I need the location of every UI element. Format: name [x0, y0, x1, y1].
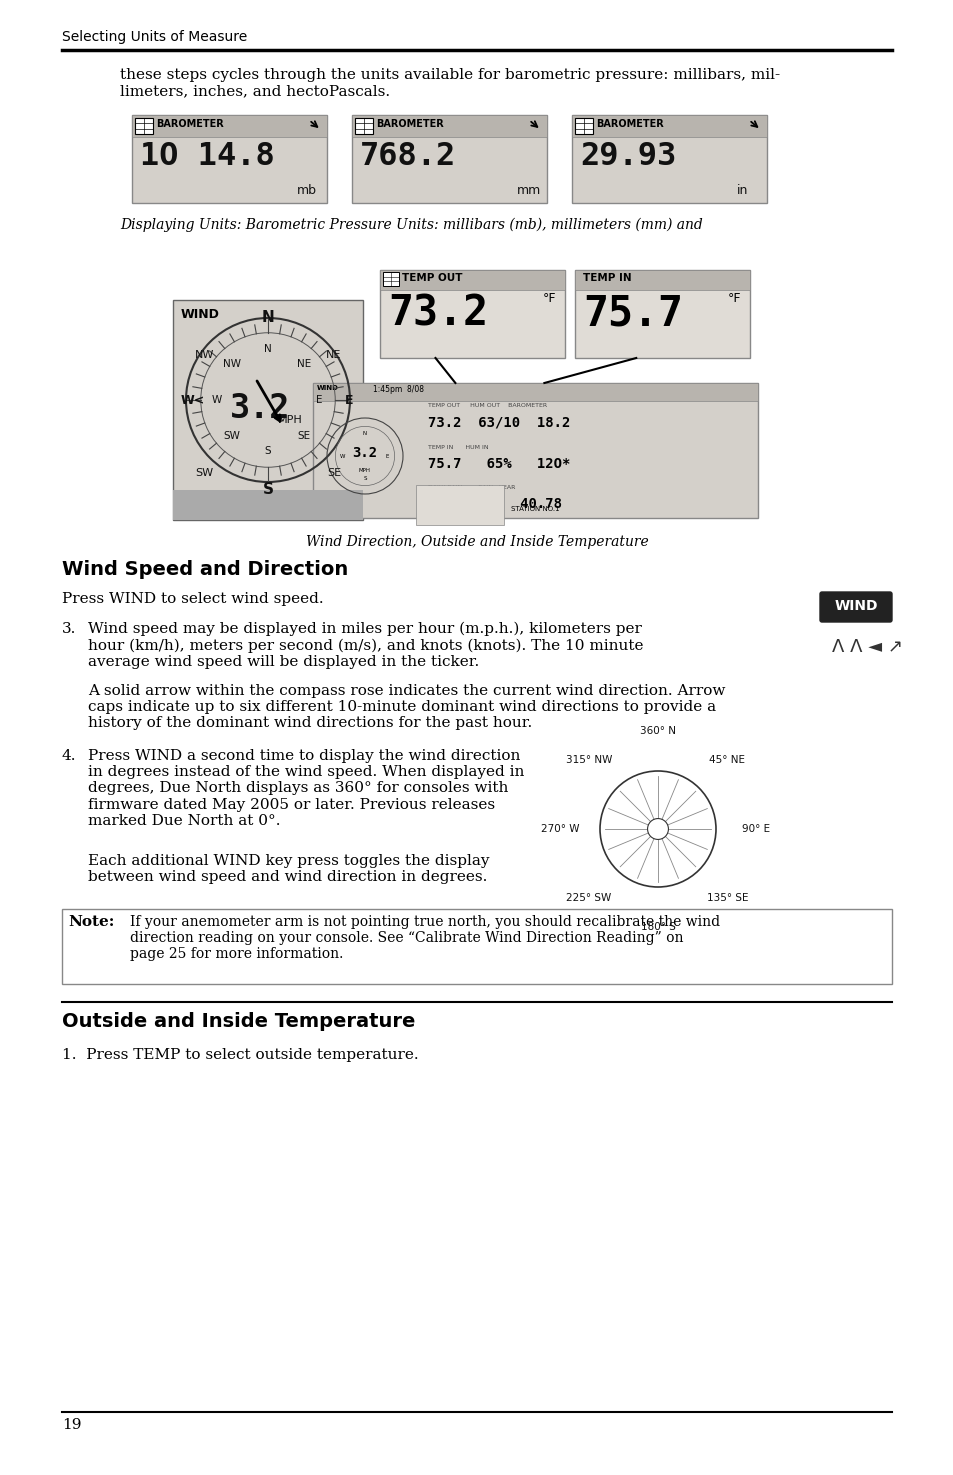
Text: 29.93: 29.93: [579, 142, 676, 173]
Text: WIND: WIND: [833, 599, 877, 614]
Text: E: E: [315, 395, 322, 406]
Text: S: S: [262, 482, 274, 497]
Text: NW: NW: [194, 350, 214, 360]
Text: 4.: 4.: [62, 749, 76, 763]
Text: Press WIND a second time to display the wind direction
in degrees instead of the: Press WIND a second time to display the …: [88, 749, 524, 827]
Bar: [135, 118, 152, 134]
Text: 270° W: 270° W: [540, 825, 578, 833]
Text: mm: mm: [517, 184, 540, 198]
Text: Note:: Note:: [68, 914, 114, 929]
Text: NE: NE: [296, 358, 311, 369]
Text: 90° E: 90° E: [741, 825, 769, 833]
Text: 180° S: 180° S: [639, 922, 675, 932]
Bar: [355, 118, 373, 134]
Bar: [379, 270, 564, 291]
Text: in: in: [737, 184, 747, 198]
Text: MPH: MPH: [358, 468, 371, 472]
Text: 3.2: 3.2: [352, 445, 377, 460]
Text: 225° SW: 225° SW: [565, 894, 611, 903]
Text: E: E: [344, 394, 353, 407]
Text: 768.2: 768.2: [359, 142, 456, 173]
Text: N: N: [261, 310, 274, 324]
Text: W: W: [212, 395, 222, 406]
Text: these steps cycles through the units available for barometric pressure: millibar: these steps cycles through the units ava…: [120, 68, 780, 99]
Text: SW: SW: [194, 468, 213, 478]
Text: BAROMETER: BAROMETER: [596, 119, 663, 128]
FancyBboxPatch shape: [820, 591, 891, 622]
Bar: [379, 270, 564, 358]
Text: °F: °F: [542, 292, 556, 305]
Bar: [352, 115, 546, 137]
Text: Wind Direction, Outside and Inside Temperature: Wind Direction, Outside and Inside Tempe…: [305, 535, 648, 549]
Text: 45° NE: 45° NE: [708, 755, 744, 764]
Text: 3.2: 3.2: [230, 391, 290, 425]
Bar: [172, 490, 363, 521]
Bar: [313, 384, 758, 518]
Text: 3.: 3.: [62, 622, 76, 636]
Text: NE: NE: [325, 350, 340, 360]
Text: SE: SE: [327, 468, 340, 478]
Bar: [172, 299, 363, 521]
Text: 73.2: 73.2: [388, 292, 488, 333]
Text: Displaying Units: Barometric Pressure Units: millibars (mb), millimeters (mm) an: Displaying Units: Barometric Pressure Un…: [120, 218, 702, 233]
Bar: [62, 909, 891, 984]
Text: S: S: [264, 445, 271, 456]
Text: 75.7   65%   12O*: 75.7 65% 12O*: [428, 457, 570, 471]
Bar: [572, 115, 766, 204]
Bar: [575, 270, 749, 291]
Text: 135° SE: 135° SE: [706, 894, 747, 903]
Text: E: E: [385, 453, 388, 459]
Text: W<: W<: [181, 394, 205, 407]
Text: WIND: WIND: [181, 308, 219, 322]
Text: MPH: MPH: [277, 414, 302, 425]
Text: TEMP OUT     HUM OUT    BAROMETER: TEMP OUT HUM OUT BAROMETER: [428, 403, 547, 409]
Text: Wind speed may be displayed in miles per hour (m.p.h.), kilometers per
hour (km/: Wind speed may be displayed in miles per…: [88, 622, 643, 670]
Text: 75.7: 75.7: [582, 292, 682, 333]
Bar: [416, 485, 503, 525]
Text: 00.00      40.78: 00.00 40.78: [428, 497, 561, 510]
Text: 1.  Press TEMP to select outside temperature.: 1. Press TEMP to select outside temperat…: [62, 1049, 418, 1062]
Text: BAROMETER: BAROMETER: [375, 119, 443, 128]
Text: N: N: [362, 432, 367, 437]
Text: TEMP IN      HUM IN: TEMP IN HUM IN: [428, 445, 488, 450]
Text: SE: SE: [297, 431, 310, 441]
Text: SW: SW: [223, 431, 240, 441]
Text: 315° NW: 315° NW: [565, 755, 611, 764]
Text: Press WIND to select wind speed.: Press WIND to select wind speed.: [62, 591, 323, 606]
Bar: [382, 271, 398, 286]
Text: N: N: [264, 344, 272, 354]
Bar: [132, 115, 327, 137]
Text: STATION NO.1: STATION NO.1: [510, 506, 558, 512]
Bar: [575, 118, 593, 134]
Text: 19: 19: [62, 1417, 81, 1432]
Bar: [313, 384, 758, 401]
Text: NW: NW: [223, 358, 241, 369]
Text: °F: °F: [727, 292, 740, 305]
Text: Wind Speed and Direction: Wind Speed and Direction: [62, 560, 348, 580]
Text: TEMP IN: TEMP IN: [582, 273, 631, 283]
Text: BAROMETER: BAROMETER: [156, 119, 224, 128]
Text: 73.2  63/10  18.2: 73.2 63/10 18.2: [428, 414, 570, 429]
Text: WIND: WIND: [316, 385, 338, 391]
Bar: [572, 115, 766, 137]
Circle shape: [647, 819, 668, 839]
Text: 1:45pm  8/08: 1:45pm 8/08: [373, 385, 423, 394]
Bar: [575, 270, 749, 358]
Text: 1O 14.8: 1O 14.8: [140, 142, 274, 173]
Text: 360° N: 360° N: [639, 726, 676, 736]
Text: Outside and Inside Temperature: Outside and Inside Temperature: [62, 1012, 415, 1031]
Text: mb: mb: [296, 184, 316, 198]
Text: W: W: [340, 453, 345, 459]
Text: Λ Λ ◄ ↗: Λ Λ ◄ ↗: [831, 639, 902, 656]
Text: TEMP OUT: TEMP OUT: [401, 273, 462, 283]
Text: S: S: [363, 475, 366, 481]
Text: A solid arrow within the compass rose indicates the current wind direction. Arro: A solid arrow within the compass rose in…: [88, 684, 724, 730]
Text: If your anemometer arm is not pointing true north, you should recalibrate the wi: If your anemometer arm is not pointing t…: [130, 914, 720, 962]
Text: Selecting Units of Measure: Selecting Units of Measure: [62, 30, 247, 44]
Text: DAILY RAIN        RAIN   YEAR: DAILY RAIN RAIN YEAR: [428, 485, 515, 490]
Text: Each additional WIND key press toggles the display
between wind speed and wind d: Each additional WIND key press toggles t…: [88, 854, 489, 884]
Bar: [352, 115, 546, 204]
Bar: [132, 115, 327, 204]
